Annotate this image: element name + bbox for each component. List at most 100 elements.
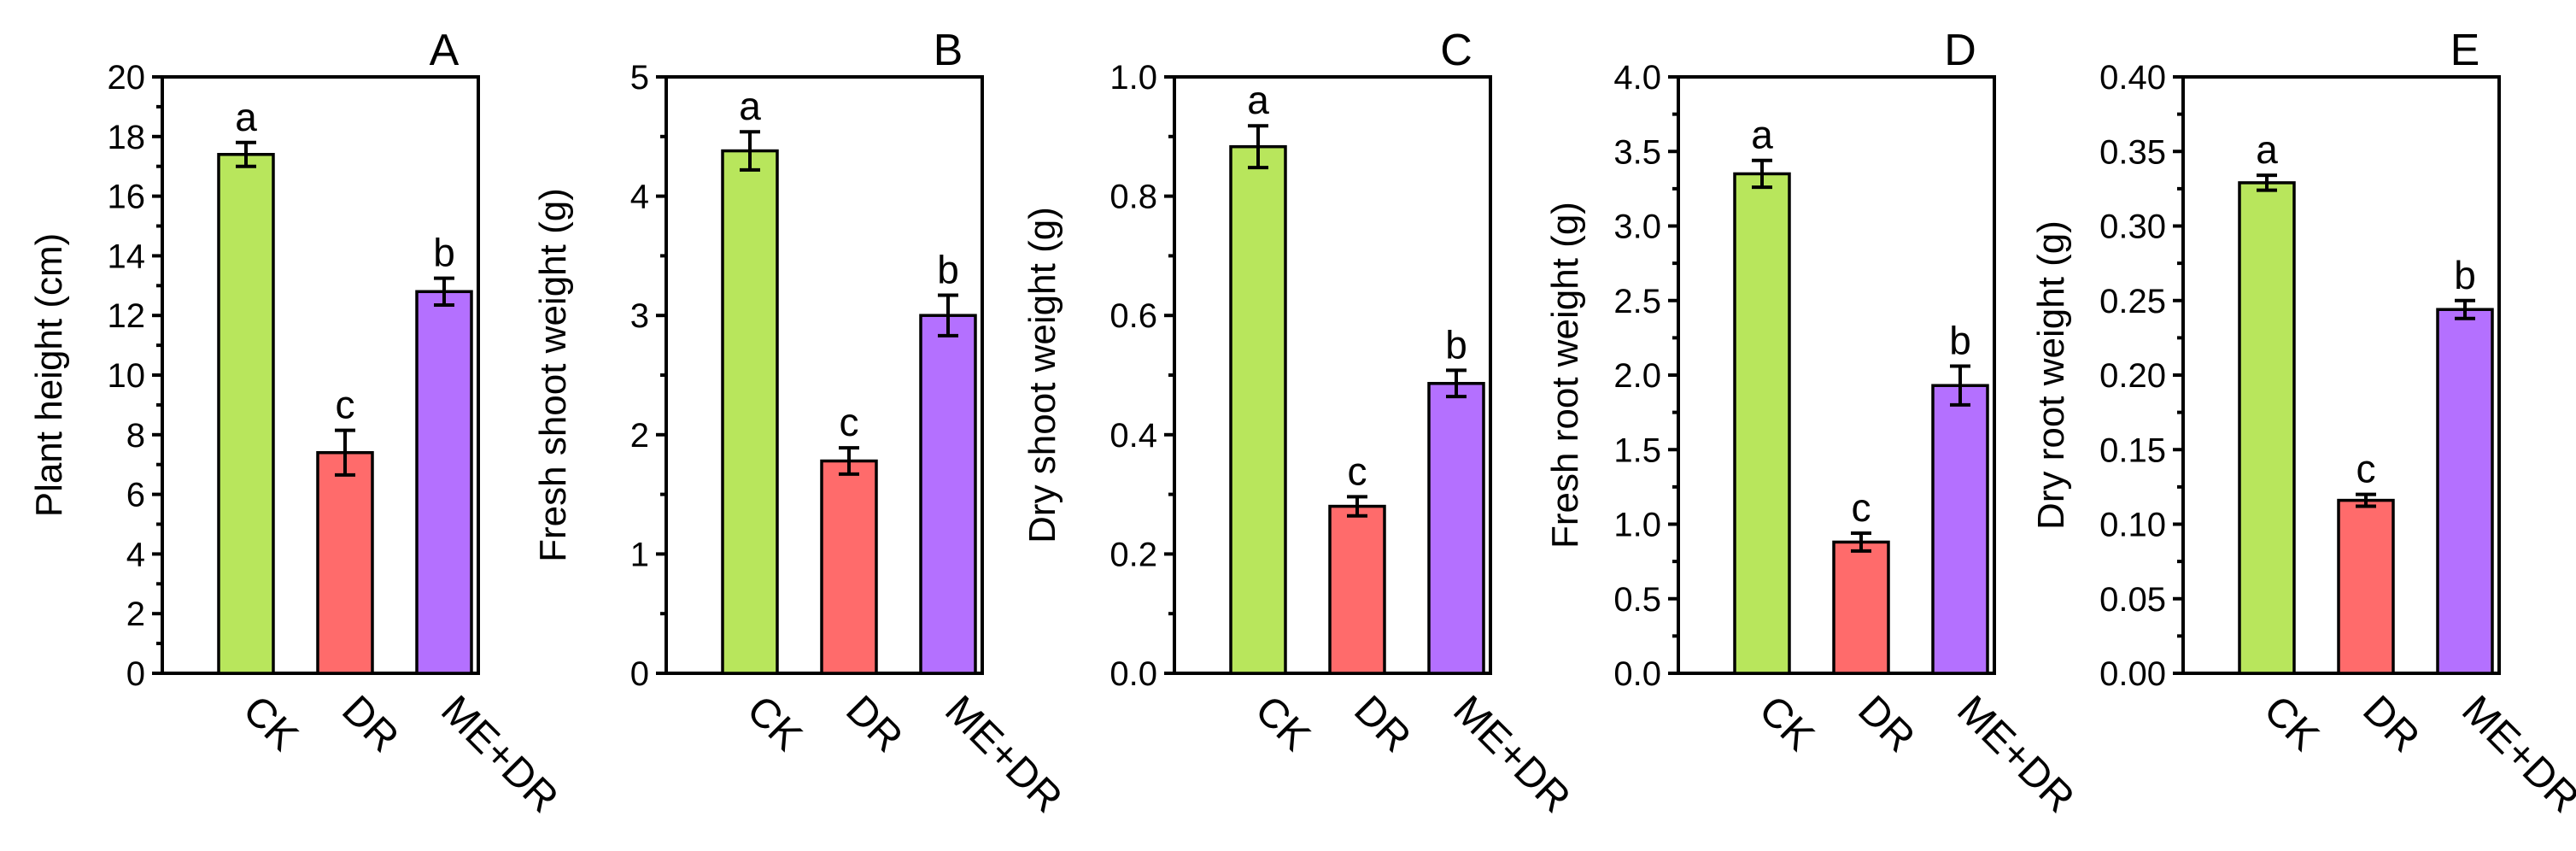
y-tick-label: 6 (126, 477, 145, 514)
y-tick-label: 12 (108, 297, 146, 335)
y-tick-label: 20 (108, 59, 146, 97)
category-label: DR (837, 687, 910, 760)
significance-label: c (1348, 449, 1367, 493)
significance-label: c (840, 400, 859, 444)
y-axis-label: Dry shoot weight (g) (1022, 207, 1063, 543)
category-label: DR (1849, 687, 1923, 760)
y-tick-label: 3 (630, 297, 649, 335)
category-label: CK (1246, 687, 1319, 760)
y-axis-label: Plant height (cm) (28, 233, 70, 518)
panel-letter: B (934, 26, 963, 75)
category-label: DR (333, 687, 407, 760)
y-tick-label: 0.5 (1613, 581, 1661, 619)
significance-label: a (739, 84, 761, 128)
bar-dr (820, 459, 878, 675)
bar-ck (1229, 144, 1287, 675)
significance-label: c (1852, 485, 1871, 530)
y-tick-label: 2 (126, 596, 145, 633)
category-label: ME+DR (1444, 687, 1578, 821)
panel-letter: D (1944, 26, 1976, 75)
bar-dr (1832, 540, 1890, 675)
bar-me-dr (415, 290, 473, 675)
category-label: CK (738, 687, 811, 760)
y-tick-label: 2.0 (1613, 357, 1661, 395)
y-tick-label: 2 (630, 417, 649, 455)
y-tick-label: 1.0 (1613, 507, 1661, 544)
y-tick-label: 16 (108, 179, 146, 216)
y-tick-label: 0.0 (1109, 655, 1157, 693)
significance-label: b (937, 247, 959, 291)
y-tick-label: 1.5 (1613, 431, 1661, 469)
y-tick-label: 0.2 (1109, 536, 1157, 573)
significance-label: c (2356, 447, 2376, 491)
bar-me-dr (1931, 384, 1989, 675)
y-tick-label: 0.25 (2099, 283, 2166, 320)
category-label: CK (2255, 687, 2327, 760)
panel-letter: C (1440, 26, 1472, 75)
y-tick-label: 3.0 (1613, 208, 1661, 246)
y-tick-label: 5 (630, 59, 649, 97)
significance-label: b (433, 231, 455, 275)
category-label: CK (234, 687, 307, 760)
bar-me-dr (919, 314, 977, 675)
significance-label: b (2454, 253, 2476, 297)
panel-a: 0 2 4 6 8 10 12 14 16 18 20 Plant height (cm) Aa CK c D… (28, 26, 566, 822)
panel-d: 0.0 0.5 1.0 1.5 2.0 2.5 3.0 3.5 4.0 Fresh root we… (1544, 26, 2082, 822)
y-tick-label: 0.0 (1613, 655, 1661, 693)
bar-me-dr (1427, 382, 1485, 675)
y-tick-label: 0.8 (1109, 179, 1157, 216)
significance-label: a (1247, 78, 1269, 122)
y-tick-label: 0.15 (2099, 431, 2166, 469)
bar-dr (2337, 498, 2395, 675)
y-axis-label: Dry root weight (g) (2030, 220, 2072, 530)
significance-label: a (2256, 127, 2278, 172)
y-tick-label: 4 (630, 179, 649, 216)
category-label: ME+DR (936, 687, 1070, 821)
panel-c: 0.0 0.2 0.4 0.6 0.8 1.0 Dry shoot weight (g) Ca… (1022, 26, 1578, 822)
category-label: ME+DR (1948, 687, 2082, 821)
y-tick-label: 14 (108, 238, 146, 275)
y-tick-label: 0.05 (2099, 581, 2166, 619)
y-tick-label: 0.10 (2099, 507, 2166, 544)
y-tick-label: 10 (108, 357, 146, 395)
bar-dr (316, 450, 374, 675)
bar-ck (2238, 181, 2296, 675)
bar-dr (1328, 504, 1386, 675)
y-axis-label: Fresh shoot weight (g) (532, 188, 574, 562)
y-tick-label: 0.4 (1109, 417, 1157, 455)
bar-ck (721, 149, 779, 675)
category-label: DR (2354, 687, 2427, 760)
bar-me-dr (2436, 308, 2494, 675)
panel-letter: E (2450, 26, 2480, 75)
category-label: ME+DR (2453, 687, 2576, 821)
y-tick-label: 8 (126, 417, 145, 455)
significance-label: c (336, 383, 355, 427)
y-tick-label: 4.0 (1613, 59, 1661, 97)
y-tick-label: 18 (108, 119, 146, 156)
y-tick-label: 4 (126, 536, 145, 573)
y-axis-label: Fresh root weight (g) (1544, 202, 1586, 549)
y-tick-label: 0.35 (2099, 133, 2166, 171)
panel-b: 0 1 2 3 4 5 Fresh shoot weight (g) Ba CK c DR b ME+D… (532, 26, 1070, 822)
bar-ck (1733, 172, 1791, 675)
significance-label: b (1949, 319, 1971, 363)
y-tick-label: 0.40 (2099, 59, 2166, 97)
y-tick-label: 3.5 (1613, 133, 1661, 171)
y-tick-label: 0 (630, 655, 649, 693)
y-tick-label: 0.20 (2099, 357, 2166, 395)
y-tick-label: 1 (630, 536, 649, 573)
significance-label: a (1751, 113, 1773, 157)
bar-ck (217, 152, 275, 675)
panel-letter: A (430, 26, 460, 75)
significance-label: a (235, 95, 257, 139)
panel-e: 0.00 0.05 0.10 0.15 0.20 0.25 0.30 0.35 0.40 Dry … (2030, 26, 2576, 822)
y-tick-label: 0.6 (1109, 297, 1157, 335)
y-tick-label: 0 (126, 655, 145, 693)
category-label: ME+DR (432, 687, 566, 821)
y-tick-label: 1.0 (1109, 59, 1157, 97)
y-tick-label: 0.00 (2099, 655, 2166, 693)
y-tick-label: 0.30 (2099, 208, 2166, 246)
category-label: CK (1750, 687, 1823, 760)
category-label: DR (1345, 687, 1419, 760)
